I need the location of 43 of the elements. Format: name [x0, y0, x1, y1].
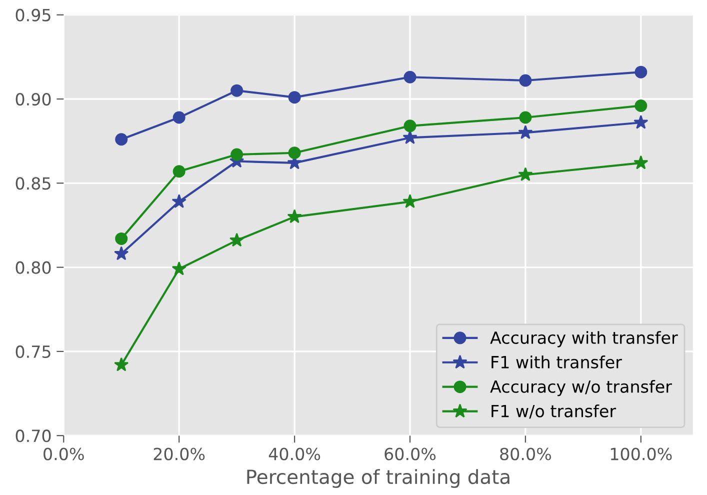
point — [172, 194, 186, 208]
y-tick-label: 0.90 — [16, 92, 51, 106]
point — [402, 130, 418, 144]
legend-label: F1 w/o transfer — [492, 404, 616, 419]
point — [230, 232, 244, 247]
x-tick-label: 80.0% — [500, 448, 552, 460]
point — [518, 167, 533, 182]
point — [634, 66, 648, 78]
point — [287, 209, 302, 224]
x-tick-label: 100.0% — [610, 448, 672, 460]
y-tick-label: 0.95 — [16, 8, 50, 22]
point — [230, 148, 244, 161]
point — [230, 84, 244, 97]
point — [519, 111, 532, 124]
x-tick-label: 60.0% — [384, 448, 436, 460]
point — [288, 91, 301, 104]
legend-label: Accuracy w/o transfer — [490, 380, 672, 396]
x-tick-label: 20.0% — [154, 448, 205, 460]
y-tick-label: 0.70 — [16, 430, 51, 442]
y-tick-label: 0.85 — [16, 177, 50, 190]
point — [404, 120, 416, 132]
point — [634, 99, 648, 112]
y-tick-label: 0.80 — [16, 261, 51, 274]
x-tick-label: 0.0% — [44, 448, 84, 460]
y-tick-label: 0.75 — [16, 345, 50, 358]
point — [402, 194, 418, 208]
point — [518, 125, 533, 139]
point — [634, 114, 648, 129]
legend-label: Accuracy with transfer — [490, 331, 678, 348]
x-axis-title: Percentage of training data — [247, 469, 510, 488]
point — [114, 357, 129, 372]
x-tick-label: 40.0% — [268, 448, 320, 460]
point — [519, 74, 532, 87]
point — [115, 232, 128, 245]
point — [634, 155, 648, 170]
point — [172, 111, 186, 124]
point — [172, 261, 186, 276]
point — [114, 246, 129, 260]
legend-label: F1 with transfer — [492, 356, 622, 368]
point — [404, 70, 416, 84]
point — [288, 146, 301, 160]
point — [115, 133, 128, 146]
point — [172, 165, 186, 178]
